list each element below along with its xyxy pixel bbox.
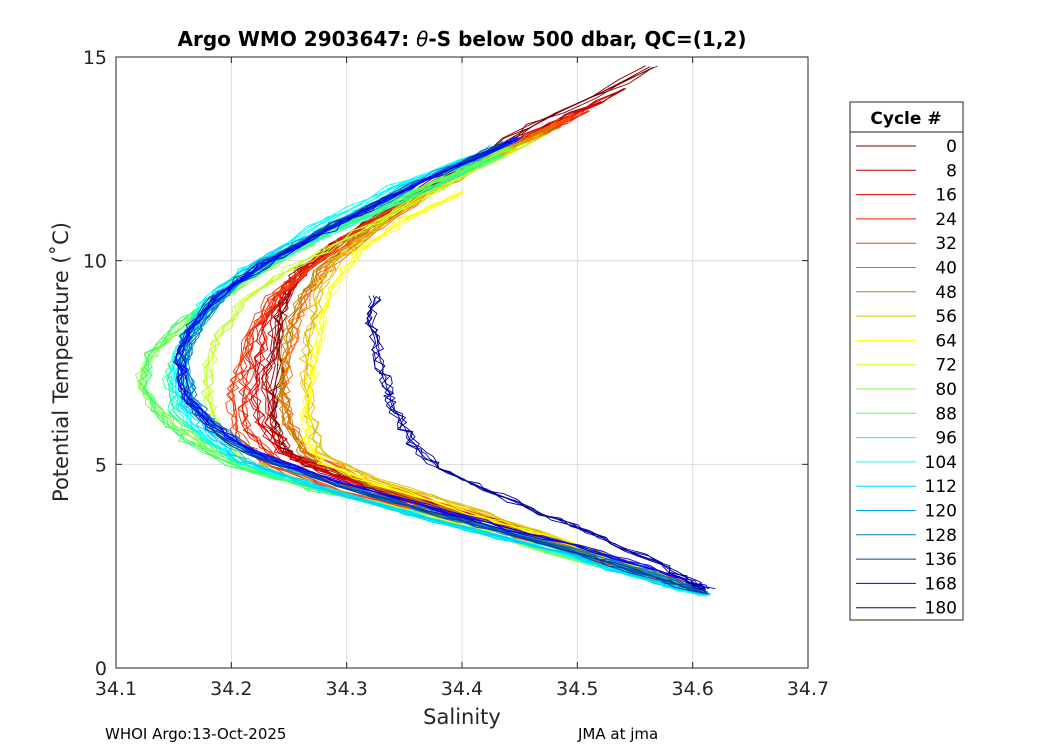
x-tick-label: 34.4 xyxy=(441,678,483,700)
legend-label: 0 xyxy=(946,137,957,157)
legend-entry-96: 96 xyxy=(856,429,957,449)
legend-entry-24: 24 xyxy=(856,210,957,230)
legend-label: 112 xyxy=(925,477,957,497)
legend-label: 16 xyxy=(935,186,957,206)
axis-ticks: 34.1 34.2 34.3 34.4 34.5 34.6 34.7 0 5 10 15 xyxy=(83,47,829,700)
legend-entry-48: 48 xyxy=(856,283,957,303)
legend-entry-64: 64 xyxy=(856,331,957,351)
legend-entry-128: 128 xyxy=(856,526,957,546)
legend-entry-112: 112 xyxy=(856,477,957,497)
series-64 xyxy=(298,190,705,594)
series-line-168 xyxy=(176,139,707,590)
legend-label: 128 xyxy=(925,526,957,546)
legend-label: 180 xyxy=(925,599,957,619)
legend-entry-72: 72 xyxy=(856,356,957,376)
chart-title: Argo WMO 2903647: θ-S below 500 dbar, QC… xyxy=(178,27,747,51)
legend-entry-16: 16 xyxy=(856,186,957,206)
legend-label: 88 xyxy=(935,404,957,424)
series-168 xyxy=(173,136,716,590)
title-post: -S below 500 dbar, QC=(1,2) xyxy=(428,27,746,51)
legend-entry-136: 136 xyxy=(856,550,957,570)
x-tick-label: 34.3 xyxy=(326,678,368,700)
legend-entry-32: 32 xyxy=(856,234,957,254)
y-tick-label: 5 xyxy=(95,454,107,476)
legend-entry-40: 40 xyxy=(856,259,957,279)
x-tick-label: 34.7 xyxy=(787,678,829,700)
legend-entry-88: 88 xyxy=(856,404,957,424)
series-line-64 xyxy=(300,192,705,592)
series-line-72 xyxy=(202,142,699,595)
title-pre: Argo WMO 2903647: xyxy=(178,27,417,51)
legend-entry-8: 8 xyxy=(856,161,957,181)
x-tick-label: 34.6 xyxy=(672,678,714,700)
legend-entry-104: 104 xyxy=(856,453,957,473)
legend: Cycle # 0 8 16 24 32 40 48 56 64 72 80 88 96 104 112 12… xyxy=(849,101,964,621)
series-layer xyxy=(135,65,716,597)
y-tick-label: 15 xyxy=(83,47,107,69)
footer-left-text: WHOI Argo:13-Oct-2025 xyxy=(105,725,287,743)
legend-label: 120 xyxy=(925,502,957,522)
y-axis-label: Potential Temperature (˚C) xyxy=(49,222,73,502)
legend-entry-80: 80 xyxy=(856,380,957,400)
legend-label: 8 xyxy=(946,161,957,181)
series-line-180 xyxy=(367,296,706,593)
y-tick-label: 0 xyxy=(95,658,107,680)
footer-right-text: JMA at jma xyxy=(578,725,659,743)
legend-title: Cycle # xyxy=(870,109,941,129)
legend-box xyxy=(849,101,964,621)
x-tick-label: 34.1 xyxy=(95,678,137,700)
legend-label: 136 xyxy=(925,550,957,570)
legend-label: 56 xyxy=(935,307,957,327)
series-180 xyxy=(364,295,706,593)
series-line-64 xyxy=(300,192,698,594)
x-tick-label: 34.5 xyxy=(556,678,598,700)
legend-entry-168: 168 xyxy=(856,574,957,594)
legend-label: 24 xyxy=(935,210,957,230)
legend-label: 40 xyxy=(935,259,957,279)
series-line-180 xyxy=(366,295,706,593)
series-line-168 xyxy=(176,137,716,590)
legend-entry-180: 180 xyxy=(856,599,957,619)
legend-label: 104 xyxy=(925,453,957,473)
legend-label: 96 xyxy=(935,429,957,449)
legend-label: 32 xyxy=(935,234,957,254)
legend-label: 168 xyxy=(925,574,957,594)
x-tick-label: 34.2 xyxy=(210,678,252,700)
legend-entry-0: 0 xyxy=(856,137,957,157)
legend-label: 80 xyxy=(935,380,957,400)
y-tick-label: 10 xyxy=(83,251,107,273)
legend-entries: 0 8 16 24 32 40 48 56 64 72 80 88 96 104 112 120 128 136 1… xyxy=(856,137,957,619)
series-line-168 xyxy=(173,136,706,589)
legend-label: 64 xyxy=(935,331,957,351)
legend-entry-56: 56 xyxy=(856,307,957,327)
series-line-180 xyxy=(364,295,704,590)
title-theta: θ xyxy=(416,27,428,51)
series-line-56 xyxy=(299,133,694,593)
series-line-180 xyxy=(368,295,706,590)
legend-entry-120: 120 xyxy=(856,502,957,522)
legend-label: 48 xyxy=(935,283,957,303)
x-axis-label: Salinity xyxy=(423,705,501,729)
legend-label: 72 xyxy=(935,356,957,376)
